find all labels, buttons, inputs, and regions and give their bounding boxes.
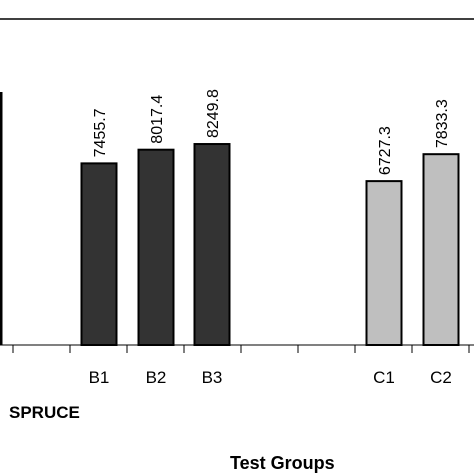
bars [80,143,460,346]
category-label-b3: B3 [202,368,223,387]
group-label: SPRUCE [9,403,80,422]
bar-c2 [422,153,460,346]
category-labels: B1 B2 B3 C1 C2 [89,368,452,387]
data-label-b1: 7455.7 [92,108,109,157]
category-label-b1: B1 [89,368,110,387]
category-label-b2: B2 [146,368,167,387]
data-label-c1: 6727.3 [377,126,394,175]
data-label-b2: 8017.4 [149,95,166,144]
category-label-c2: C2 [430,368,452,387]
bar-b3 [193,143,231,346]
bar-b2 [137,148,175,346]
data-label-c2: 7833.3 [434,99,451,148]
bar-c1 [365,180,403,346]
category-label-c1: C1 [373,368,395,387]
x-axis-ticks [12,345,470,353]
x-axis-title: Test Groups [230,453,335,473]
data-label-b3: 8249.8 [205,89,222,138]
data-labels: 7455.7 8017.4 8249.8 6727.3 7833.3 [92,89,451,175]
bar-b1 [80,162,118,346]
